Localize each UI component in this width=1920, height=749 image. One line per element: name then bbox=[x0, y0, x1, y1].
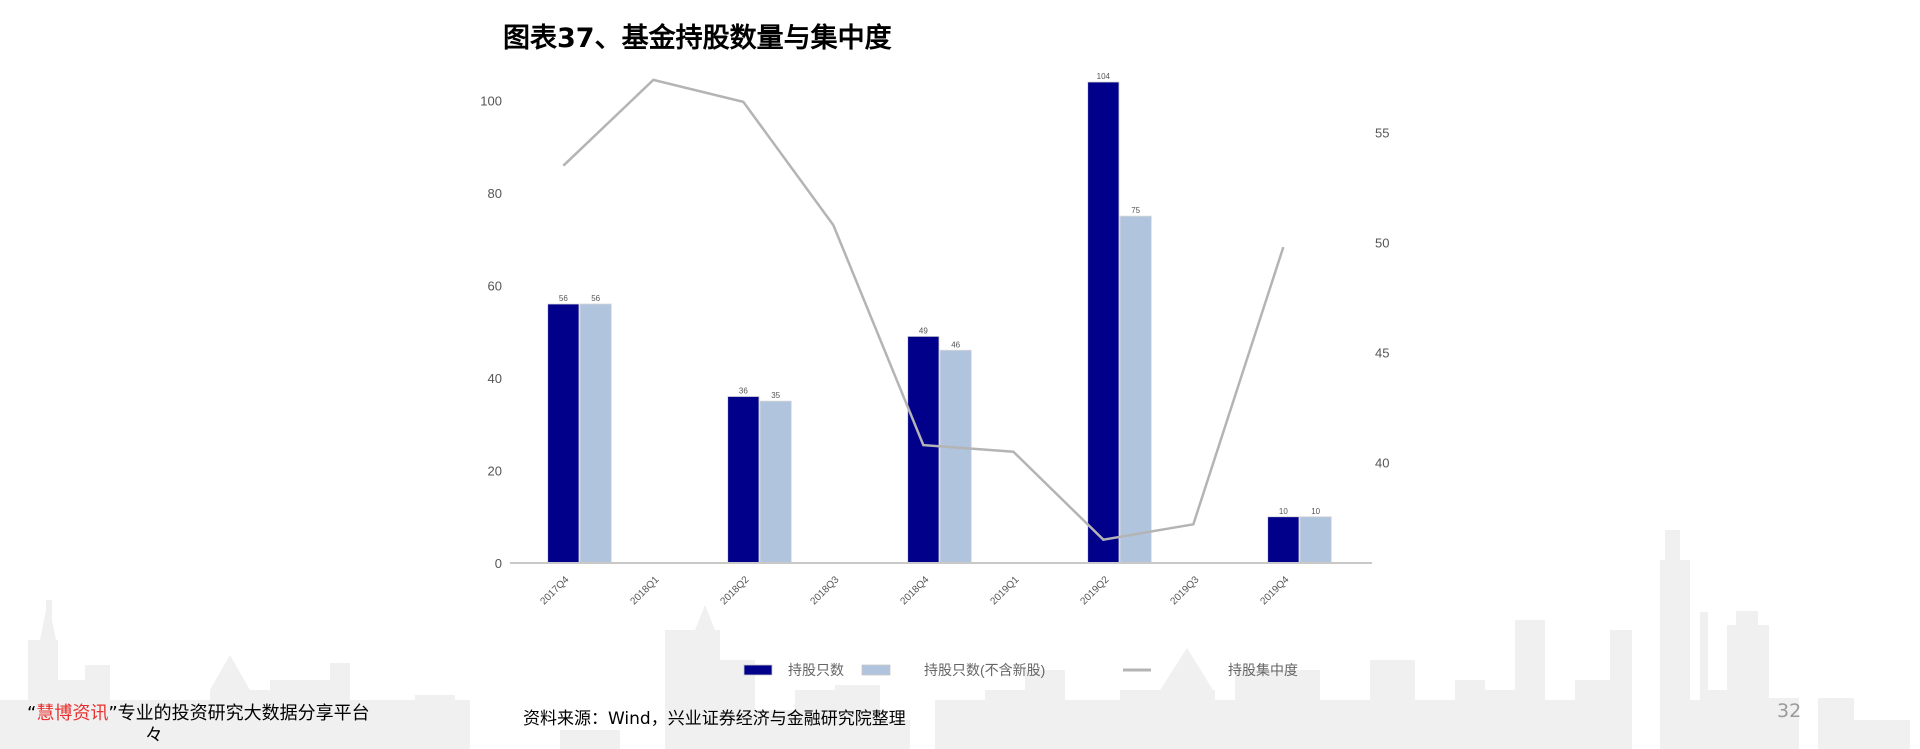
bar-value-label: 10 bbox=[1311, 507, 1320, 516]
footer-brand: “慧博资讯”专业的投资研究大数据分享平台 々 bbox=[27, 703, 370, 746]
bar bbox=[907, 335, 940, 564]
bar-value-label: 75 bbox=[1131, 206, 1140, 215]
x-axis-label: 2018Q4 bbox=[899, 574, 932, 607]
x-axis-label: 2019Q1 bbox=[989, 574, 1022, 607]
brand-tagline-continuation: 々 bbox=[145, 725, 163, 746]
left-axis-tick: 20 bbox=[488, 464, 502, 479]
legend-swatch bbox=[861, 664, 891, 676]
right-axis-tick: 45 bbox=[1375, 346, 1389, 361]
bar bbox=[759, 400, 792, 564]
page-number: 32 bbox=[1777, 700, 1802, 722]
brand-name: 慧博资讯 bbox=[36, 703, 109, 724]
right-axis-tick: 55 bbox=[1375, 126, 1389, 141]
concentration-line bbox=[562, 78, 1285, 542]
chart-title: 图表37、基金持股数量与集中度 bbox=[503, 23, 892, 54]
left-axis-tick: 100 bbox=[480, 94, 502, 109]
bar-value-label: 10 bbox=[1279, 507, 1288, 516]
right-axis-tick: 40 bbox=[1375, 456, 1389, 471]
x-axis-label: 2018Q3 bbox=[809, 574, 842, 607]
x-axis-label: 2017Q4 bbox=[539, 574, 572, 607]
x-axis-label: 2019Q2 bbox=[1079, 574, 1112, 607]
bar-value-label: 56 bbox=[591, 294, 600, 303]
left-axis-tick: 80 bbox=[488, 186, 502, 201]
left-axis-tick: 40 bbox=[488, 371, 502, 386]
bar-value-label: 56 bbox=[559, 294, 568, 303]
x-axis-label: 2019Q4 bbox=[1259, 574, 1292, 607]
bar-value-label: 49 bbox=[919, 326, 928, 335]
bar bbox=[1119, 215, 1152, 564]
legend-label: 持股集中度 bbox=[1228, 662, 1298, 678]
bar-value-label: 46 bbox=[951, 340, 960, 349]
bar bbox=[1299, 516, 1332, 564]
bar-value-label: 36 bbox=[739, 387, 748, 396]
left-axis-tick: 60 bbox=[488, 279, 502, 294]
bar-value-label: 104 bbox=[1097, 72, 1111, 81]
x-axis-label: 2018Q2 bbox=[719, 574, 752, 607]
brand-close-quote: ” bbox=[108, 703, 118, 724]
right-axis-tick: 50 bbox=[1375, 236, 1389, 251]
legend-label: 持股只数(不含新股) bbox=[924, 662, 1045, 678]
x-axis-label: 2018Q1 bbox=[629, 574, 662, 607]
bar bbox=[939, 349, 972, 564]
bar bbox=[1087, 81, 1120, 564]
bar bbox=[547, 303, 580, 564]
brand-tagline: 专业的投资研究大数据分享平台 bbox=[117, 703, 370, 724]
x-axis-label: 2019Q3 bbox=[1169, 574, 1202, 607]
bar bbox=[727, 396, 760, 564]
bar-value-label: 35 bbox=[771, 391, 780, 400]
bar bbox=[579, 303, 612, 564]
legend-swatch bbox=[743, 664, 773, 676]
brand-open-quote: “ bbox=[27, 703, 37, 724]
source-note: 资料来源：Wind，兴业证券经济与金融研究院整理 bbox=[523, 709, 906, 729]
left-axis-tick: 0 bbox=[495, 556, 502, 571]
bar bbox=[1267, 516, 1300, 564]
legend-label: 持股只数 bbox=[788, 662, 844, 678]
